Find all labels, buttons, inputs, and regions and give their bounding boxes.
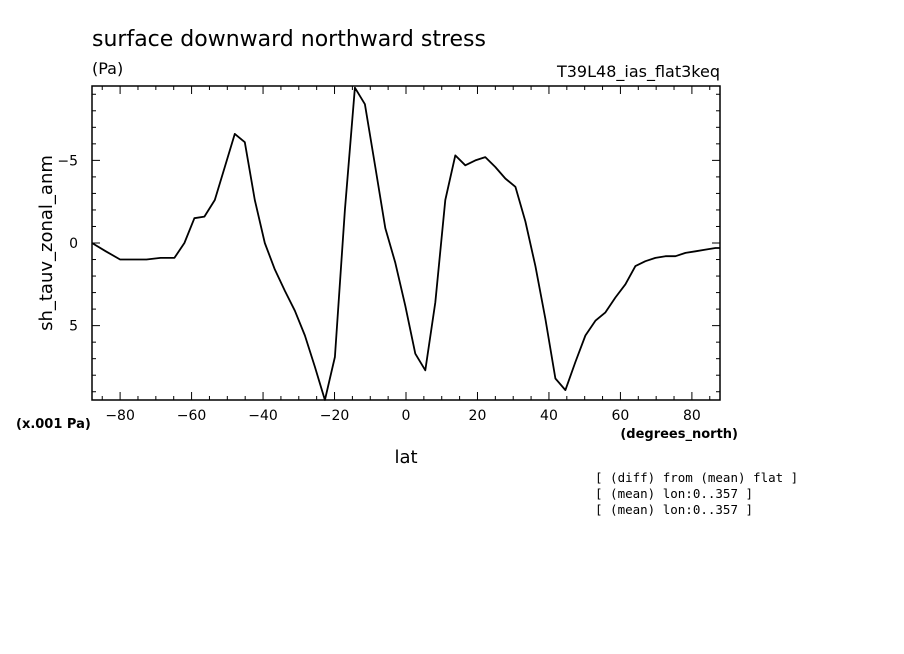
x-axis-label: lat	[394, 447, 417, 468]
y-tick-label: 5	[69, 319, 78, 335]
x-tick-label: −60	[177, 408, 207, 424]
x-tick-labels: −80 −60 −40 −20 0 20 40 60 80	[105, 408, 700, 424]
axis-ticks	[92, 86, 720, 400]
plot-frame	[91, 85, 721, 401]
y-tick-label: −5	[57, 153, 78, 169]
x-tick-label: 60	[612, 408, 630, 424]
series-line	[91, 86, 720, 401]
note-line-3: [ (mean) lon:0..357 ]	[595, 502, 753, 517]
x-tick-label: 80	[683, 408, 701, 424]
x-tick-label: −80	[105, 408, 135, 424]
x-tick-label: 20	[469, 408, 487, 424]
chart-title: surface downward northward stress	[92, 27, 486, 52]
x-tick-label: −20	[320, 408, 350, 424]
y-tick-label: 0	[69, 236, 78, 252]
x-tick-label: 40	[540, 408, 558, 424]
y-scale-note: (x.001 Pa)	[16, 417, 91, 432]
note-line-1: [ (diff) from (mean) flat ]	[595, 470, 798, 485]
x-tick-label: 0	[402, 408, 411, 424]
x-tick-label: −40	[248, 408, 278, 424]
y-axis-label: sh_tauv_zonal_anm	[36, 155, 57, 331]
x-units-label: (degrees_north)	[620, 427, 738, 442]
chart-units: (Pa)	[92, 59, 123, 78]
note-line-2: [ (mean) lon:0..357 ]	[595, 486, 753, 501]
run-label: T39L48_ias_flat3keq	[556, 62, 720, 82]
y-tick-labels: −5 0 5	[57, 153, 78, 334]
